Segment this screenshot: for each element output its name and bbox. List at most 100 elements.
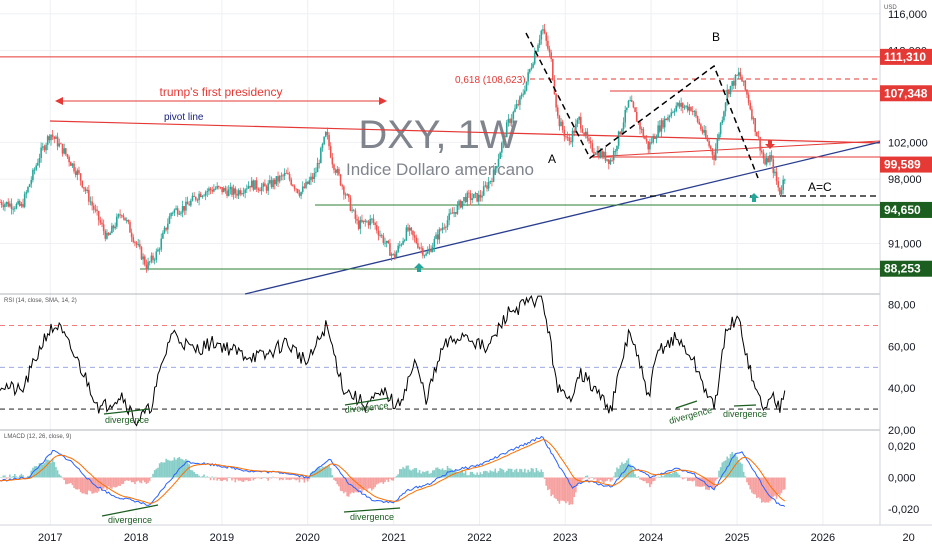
macd-histogram-bar [221,477,223,482]
macd-histogram-bar [657,476,659,478]
candle-body [530,67,533,70]
macd-histogram-bar [395,475,398,478]
macd-histogram-bar [71,477,74,486]
candle-body [86,189,89,191]
candle-body [579,116,582,129]
macd-histogram-bar [420,473,422,478]
candle-body [543,29,546,33]
macd-histogram-bar [181,459,184,478]
macd-histogram-bar [782,477,784,490]
macd-histogram-bar [528,471,531,478]
macd-histogram-bar [79,477,82,493]
macd-signal-line [0,439,786,504]
macd-histogram-bar [346,477,348,497]
candle-body [361,219,363,222]
candle-body [318,163,320,164]
candle-body [410,227,413,231]
macd-histogram-bar [369,477,371,489]
candle-body [479,194,482,198]
candle-body [624,109,627,123]
macd-histogram-bar [594,477,597,479]
candle-body [759,137,761,151]
macd-histogram-bar [338,477,340,487]
macd-histogram-bar [73,477,75,488]
candle-body [647,141,650,150]
candle-body [487,181,490,189]
macd-histogram-bar [686,477,689,482]
macd-histogram-bar [305,477,307,480]
candle-body [102,224,105,232]
macd-histogram-bar [530,467,533,478]
candle-body [264,183,266,187]
macd-histogram-bar [371,477,373,491]
candle-body [663,118,666,128]
candle-body [83,187,85,189]
candle-body [50,134,52,141]
macd-histogram-bar [2,475,5,478]
candle-body [338,169,340,175]
candle-body [265,186,268,191]
candle-body [714,148,717,161]
macd-histogram-bar [129,477,131,481]
fib-label: 0,618 (108,623) [455,75,526,86]
rsi-divergence-label-2018: divergence [105,415,149,425]
candle-body [221,187,223,193]
macd-histogram-bar [458,472,460,478]
candle-body [741,76,743,82]
candle-body [343,186,345,195]
macd-histogram-bar [367,477,370,489]
candle-body [571,130,574,143]
candle-body [606,159,608,161]
candle-body [311,176,314,179]
macd-histogram-bar [760,477,763,503]
macd-histogram-bar [262,477,265,479]
candle-body [208,188,210,192]
macd-histogram-bar [359,477,362,490]
macd-histogram-bar [377,477,380,484]
candle-body [143,256,146,265]
macd-histogram-bar [719,467,722,478]
macd-histogram-bar [145,477,148,484]
candle-body [665,118,668,121]
candle-body [104,231,107,239]
macd-histogram-bar [171,460,174,478]
macd-histogram-bar [560,477,562,501]
candle-body [570,141,572,143]
candle-body [331,157,334,165]
macd-histogram-bar [769,477,771,502]
macd-histogram-bar [688,477,691,481]
macd-histogram-bar [565,477,567,504]
candle-body [742,80,745,82]
candle-body [458,200,460,205]
macd-histogram-bar [124,477,126,482]
time-tick-label: 2023 [553,532,577,544]
macd-histogram-bar [665,472,668,478]
candle-body [591,143,594,152]
macd-histogram-bar [150,477,153,478]
candle-body [524,90,526,94]
candle-body [366,221,368,223]
candle-body [150,255,153,262]
macd-histogram-bar [667,472,669,478]
candle-body [698,121,701,125]
candle-body [568,137,571,142]
candle-body [780,190,783,195]
macd-histogram-bar [56,470,59,478]
macd-histogram-bar [463,473,465,478]
candle-body [721,120,724,124]
upper-channel-line [589,140,881,158]
macd-histogram-bar [0,477,3,479]
macd-histogram-bar [514,469,516,478]
candle-body [219,186,222,188]
candle-body [603,151,605,158]
macd-histogram-bar [504,472,506,478]
candle-body [555,94,557,108]
macd-histogram-bar [132,477,135,483]
macd-histogram-bar [142,477,144,481]
candle-body [408,227,411,231]
candle-body [140,247,143,260]
macd-histogram-bar [410,470,413,478]
macd-histogram-bar [0,477,1,479]
candle-body [538,39,541,46]
macd-histogram-bar [43,463,46,478]
